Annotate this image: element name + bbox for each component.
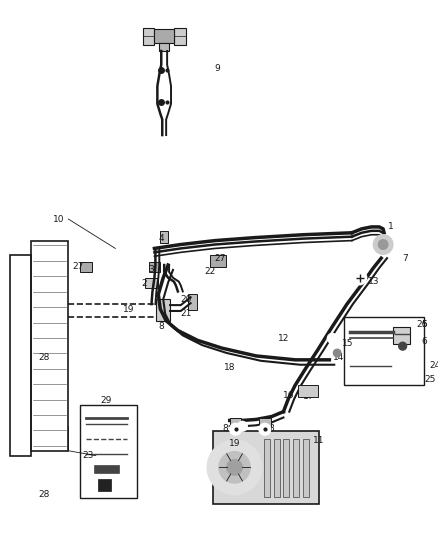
Bar (213, 431, 318, 505)
Text: 23: 23 (82, 451, 94, 460)
Text: 9: 9 (214, 64, 220, 73)
Bar (160, 231, 168, 243)
Text: 12: 12 (278, 334, 289, 343)
Text: 7: 7 (402, 254, 407, 263)
Text: 4: 4 (159, 234, 164, 243)
Circle shape (230, 423, 241, 435)
Text: 29: 29 (100, 397, 111, 406)
Bar (31, 240, 68, 451)
Text: 28: 28 (38, 353, 49, 362)
Bar (145, 278, 158, 287)
Bar (156, 299, 170, 321)
Bar (230, 417, 241, 431)
Bar (187, 294, 198, 310)
Circle shape (378, 240, 388, 249)
Circle shape (328, 334, 337, 343)
Bar (293, 439, 299, 497)
Bar (148, 262, 160, 272)
Circle shape (318, 381, 328, 390)
Bar (274, 439, 279, 497)
Text: 18: 18 (224, 363, 236, 372)
Bar (303, 439, 309, 497)
Bar (283, 439, 289, 497)
Text: 13: 13 (367, 277, 379, 286)
Text: 1: 1 (388, 222, 394, 231)
Bar (80, 405, 137, 498)
Bar (98, 479, 111, 491)
Text: 10: 10 (53, 215, 64, 224)
Bar (210, 255, 226, 267)
Bar (298, 385, 318, 397)
Text: 20: 20 (180, 295, 191, 304)
Bar (344, 317, 424, 385)
Text: 14: 14 (332, 353, 344, 362)
Bar (10, 255, 31, 456)
Circle shape (399, 342, 406, 350)
Text: 19: 19 (123, 304, 135, 313)
Bar (143, 28, 155, 45)
Text: 25: 25 (424, 375, 436, 384)
Text: 27: 27 (214, 254, 226, 263)
Circle shape (237, 422, 247, 431)
Text: 27: 27 (73, 262, 84, 271)
Text: 22: 22 (205, 268, 216, 277)
Text: 17: 17 (303, 392, 314, 401)
Text: 11: 11 (313, 437, 325, 446)
Bar (94, 465, 119, 473)
Text: 8: 8 (222, 424, 228, 433)
Bar (155, 29, 174, 43)
Text: 16: 16 (283, 391, 294, 400)
Text: 8: 8 (269, 424, 275, 433)
Circle shape (409, 350, 417, 358)
Text: 24: 24 (429, 361, 438, 370)
Circle shape (373, 235, 393, 254)
Text: 8: 8 (159, 322, 164, 331)
Text: 15: 15 (342, 339, 354, 348)
Text: 3: 3 (148, 265, 154, 274)
Circle shape (333, 349, 341, 357)
Text: 6: 6 (421, 337, 427, 346)
Text: 19: 19 (229, 439, 240, 448)
Text: 2: 2 (142, 279, 148, 288)
Text: 21: 21 (180, 309, 191, 318)
Circle shape (259, 423, 271, 435)
Bar (174, 28, 186, 45)
Bar (259, 417, 271, 431)
Text: 28: 28 (38, 490, 49, 499)
Bar (393, 327, 410, 344)
Circle shape (227, 459, 242, 475)
Bar (264, 439, 270, 497)
Bar (159, 43, 169, 51)
Circle shape (207, 440, 262, 495)
Text: 26: 26 (417, 320, 428, 329)
Bar (80, 262, 92, 272)
Circle shape (353, 271, 367, 285)
Text: 5: 5 (421, 320, 427, 329)
Circle shape (219, 451, 250, 483)
